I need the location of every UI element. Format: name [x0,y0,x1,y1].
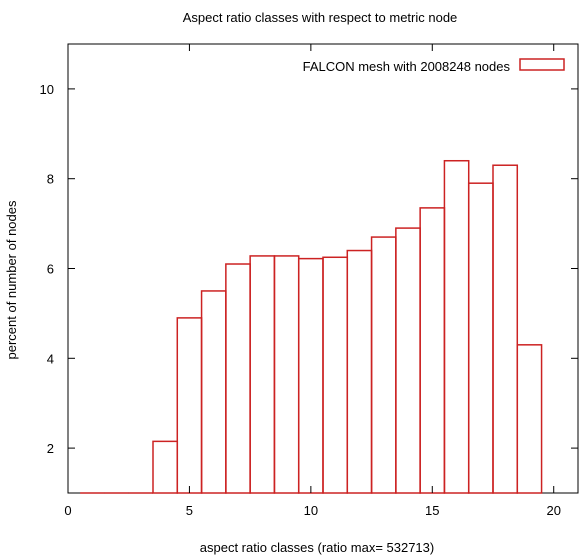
y-tick-label-2: 2 [47,441,54,456]
bar-7 [225,263,251,494]
bar-17 [467,182,494,494]
bar-16 [443,159,470,494]
x-tick-label-20: 20 [546,503,560,518]
x-tick-label-5: 5 [186,503,193,518]
legend-swatch [519,58,565,71]
y-tick-label-10: 10 [40,82,54,97]
bar-10 [297,257,324,494]
y-tick-label-8: 8 [47,172,54,187]
ticks: 0 5 10 15 20 2 4 6 8 10 [40,44,578,518]
bar-5 [176,317,203,494]
bar-8 [249,255,276,494]
x-tick-label-10: 10 [304,503,318,518]
bar-4 [152,440,179,494]
bars [80,159,543,494]
bar-12 [346,249,373,494]
bar-13 [370,236,397,494]
bar-15 [419,207,446,494]
y-tick-label-6: 6 [47,262,54,277]
legend: FALCON mesh with 2008248 nodes [303,58,565,74]
y-axis-label: percent of number of nodes [4,200,19,359]
x-axis-label: aspect ratio classes (ratio max= 532713) [200,540,434,555]
x-tick-label-0: 0 [64,503,71,518]
y-tick-label-4: 4 [47,351,54,366]
legend-label: FALCON mesh with 2008248 nodes [303,59,511,74]
bar-19 [516,344,543,494]
bar-11 [322,256,349,494]
bar-9 [273,255,300,494]
chart-title: Aspect ratio classes with respect to met… [183,10,458,25]
bar-18 [492,164,519,494]
x-tick-label-15: 15 [425,503,439,518]
bar-6 [200,290,227,494]
bar-14 [395,227,421,494]
